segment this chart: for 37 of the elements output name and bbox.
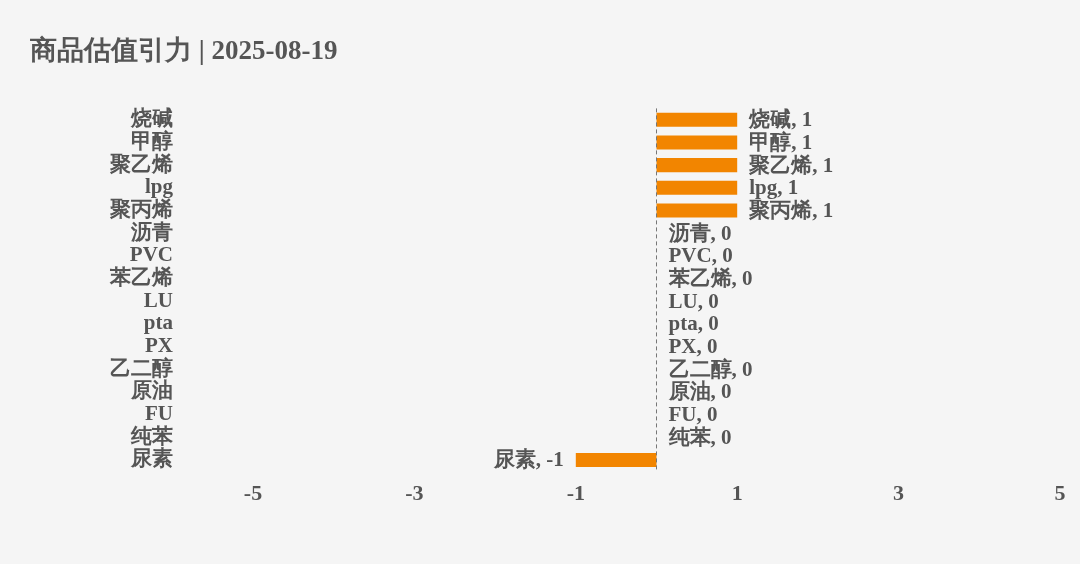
data-label: 烧碱, 1 — [748, 107, 813, 132]
y-tick-label: 沥青 — [130, 219, 173, 244]
y-tick-label: pta — [143, 310, 174, 335]
y-tick-label: 乙二醇 — [110, 355, 173, 380]
y-tick-label: FU — [145, 401, 173, 426]
x-tick-label: -5 — [243, 480, 263, 506]
data-label: 乙二醇, 0 — [668, 356, 753, 381]
data-label: 苯乙烯, 0 — [667, 265, 753, 290]
data-label: 甲醇, 1 — [749, 129, 813, 154]
chart-title: 商品估值引力 | 2025-08-19 — [29, 35, 338, 66]
data-label: 沥青, 0 — [667, 220, 732, 245]
data-label: FU, 0 — [668, 402, 718, 427]
y-tick-label: 尿素 — [130, 446, 173, 471]
y-tick-label: 烧碱 — [130, 106, 173, 131]
y-tick-label: 甲醇 — [131, 128, 173, 153]
data-label: PX, 0 — [668, 334, 718, 359]
data-label: 原油, 0 — [667, 379, 732, 404]
data-label: pta, 0 — [668, 311, 719, 336]
x-tick-label: 1 — [731, 480, 743, 506]
data-label: 聚乙烯, 1 — [748, 152, 834, 177]
data-label: LU, 0 — [668, 288, 719, 313]
x-tick-label: 3 — [893, 480, 905, 506]
y-tick-label: 纯苯 — [130, 423, 173, 448]
y-tick-label: LU — [143, 287, 173, 312]
x-tick-label: 5 — [1054, 480, 1066, 506]
data-label: PVC, 0 — [668, 243, 733, 268]
data-label: 尿素, -1 — [492, 447, 564, 472]
y-tick-label: PVC — [129, 242, 173, 267]
y-tick-label: PX — [145, 333, 173, 358]
y-tick-label: 苯乙烯 — [109, 264, 173, 289]
y-tick-label: 聚乙烯 — [109, 151, 173, 176]
data-label: lpg, 1 — [749, 175, 799, 200]
y-tick-label: 原油 — [130, 378, 173, 403]
x-tick-label: -3 — [405, 480, 424, 506]
x-tick-label: -1 — [566, 480, 585, 506]
y-tick-label: lpg — [144, 174, 174, 199]
data-label: 纯苯, 0 — [667, 424, 732, 449]
